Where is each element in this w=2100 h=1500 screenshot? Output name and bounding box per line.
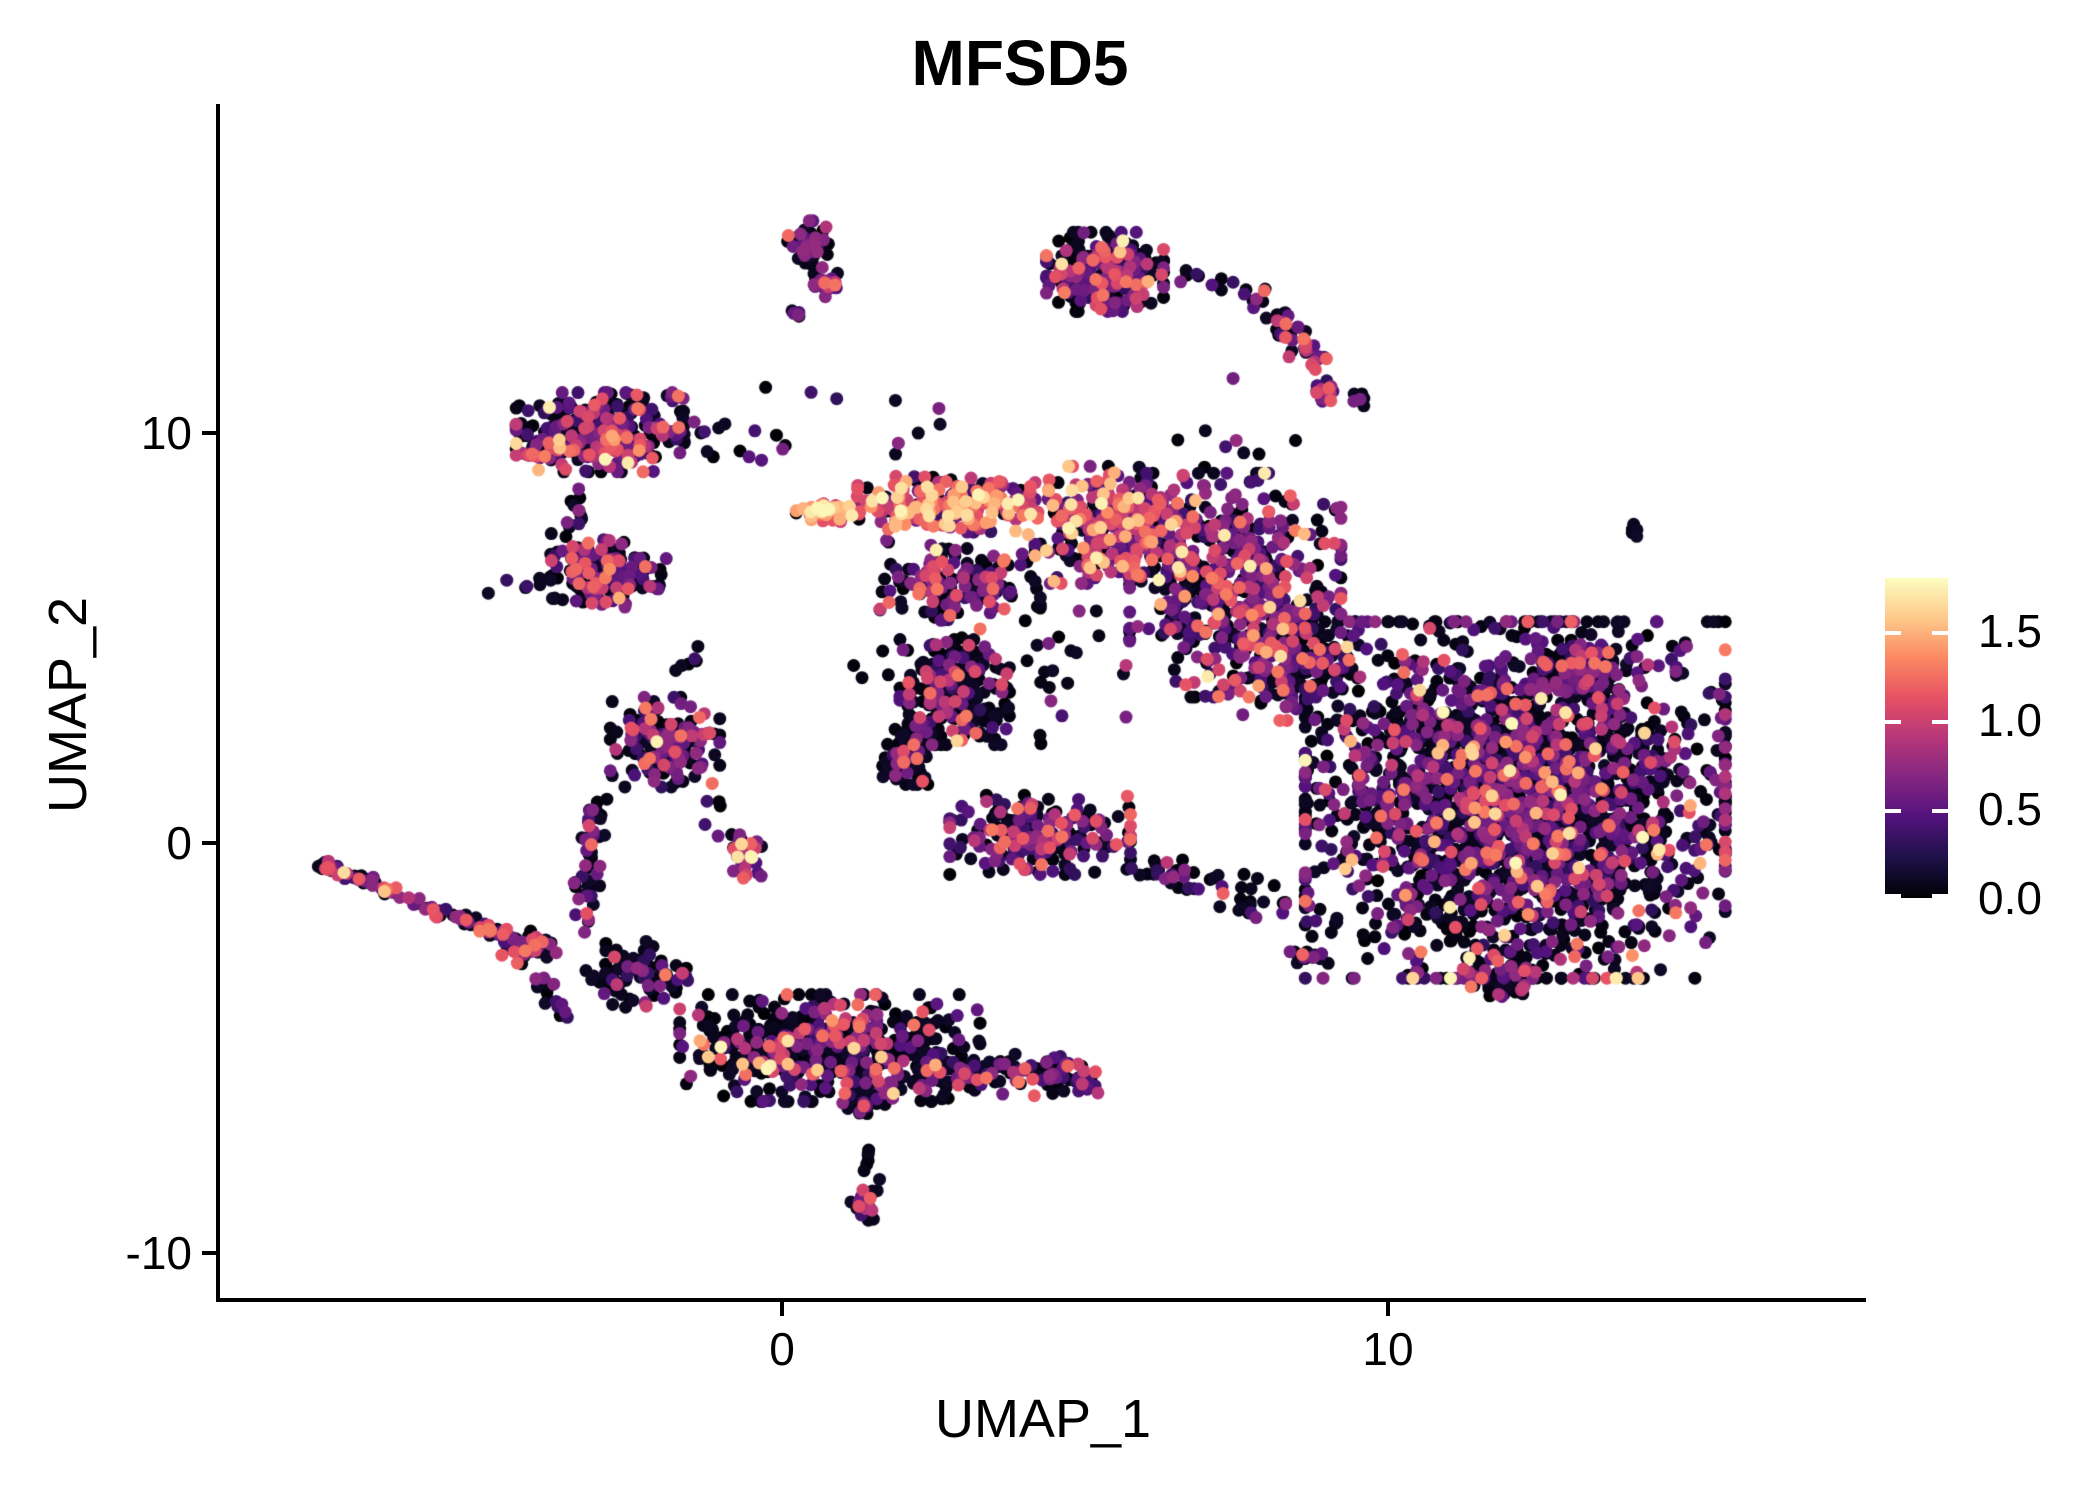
- y-axis-line: [216, 104, 220, 1302]
- colorbar-tick-mark: [1932, 631, 1948, 636]
- colorbar-tick-label: 0.5: [1978, 783, 2042, 836]
- x-tick-mark: [780, 1302, 784, 1316]
- y-tick-label: -10: [125, 1227, 192, 1279]
- x-axis-title: UMAP_1: [934, 1389, 1152, 1449]
- colorbar-tick-mark: [1932, 720, 1948, 725]
- colorbar-gradient: [1885, 578, 1948, 898]
- colorbar-tick-mark: [1885, 720, 1901, 725]
- colorbar-tick-mark: [1885, 631, 1901, 636]
- y-axis-title: UMAP_2: [38, 596, 98, 814]
- colorbar-tick-label: 1.0: [1978, 694, 2042, 747]
- y-tick-mark: [202, 841, 216, 845]
- y-tick-label: 10: [140, 407, 192, 459]
- y-tick-mark: [202, 431, 216, 435]
- colorbar-tick-mark: [1885, 894, 1901, 898]
- y-tick-label: 0: [166, 817, 192, 869]
- colorbar-tick-label: 0.0: [1978, 872, 2042, 924]
- colorbar-tick-label: 1.5: [1978, 605, 2042, 658]
- plot-title: MFSD5: [911, 27, 1129, 99]
- x-tick-label: 0: [769, 1323, 795, 1375]
- x-tick-mark: [1386, 1302, 1390, 1316]
- y-tick-mark: [202, 1251, 216, 1255]
- colorbar-tick-mark: [1932, 894, 1948, 898]
- colorbar-tick-mark: [1932, 809, 1948, 814]
- x-axis-line: [216, 1298, 1866, 1302]
- x-tick-label: 10: [1362, 1323, 1414, 1375]
- colorbar-tick-mark: [1885, 809, 1901, 814]
